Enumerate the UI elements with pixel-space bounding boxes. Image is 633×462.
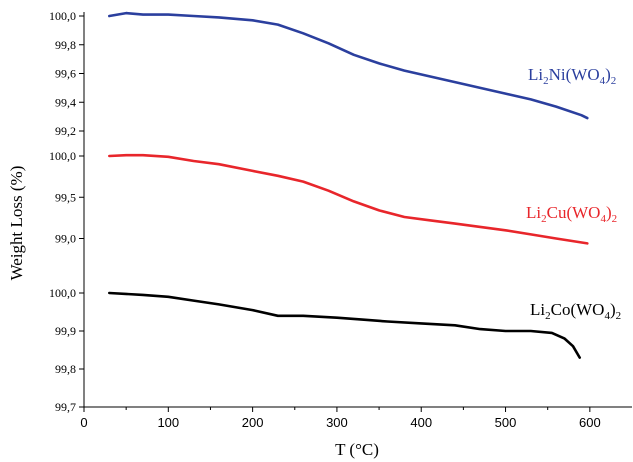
y-tick-label: 99,8	[55, 362, 76, 376]
y-tick-label: 100,0	[49, 149, 76, 163]
y-tick-label: 99,4	[55, 95, 76, 109]
y-axis-title: Weight Loss (%)	[7, 166, 26, 281]
x-tick-label: 300	[326, 415, 348, 430]
x-axis-title: T (°C)	[335, 440, 379, 459]
x-tick-label: 500	[495, 415, 517, 430]
x-tick-label: 600	[579, 415, 601, 430]
series-line	[108, 291, 581, 359]
series-label-ni: Li2Ni(WO4)2	[528, 65, 616, 87]
x-tick-label: 400	[410, 415, 432, 430]
x-tick-label: 100	[157, 415, 179, 430]
y-tick-label: 99,7	[55, 400, 76, 414]
y-tick-label: 99,0	[55, 232, 76, 246]
y-tick-label: 99,9	[55, 324, 76, 338]
x-tick-label: 200	[242, 415, 264, 430]
y-tick-label: 100,0	[49, 286, 76, 300]
x-tick-label: 0	[80, 415, 87, 430]
y-tick-label: 100,0	[49, 9, 76, 23]
y-tick-label: 99,8	[55, 38, 76, 52]
series-label-cu: Li2Cu(WO4)2	[526, 203, 617, 225]
series-label-co: Li2Co(WO4)2	[530, 300, 621, 322]
series-line	[108, 11, 589, 120]
y-tick-label: 99,6	[55, 67, 76, 81]
y-tick-label: 99,2	[55, 124, 76, 138]
series-line	[108, 153, 589, 245]
y-tick-label: 99,5	[55, 190, 76, 204]
